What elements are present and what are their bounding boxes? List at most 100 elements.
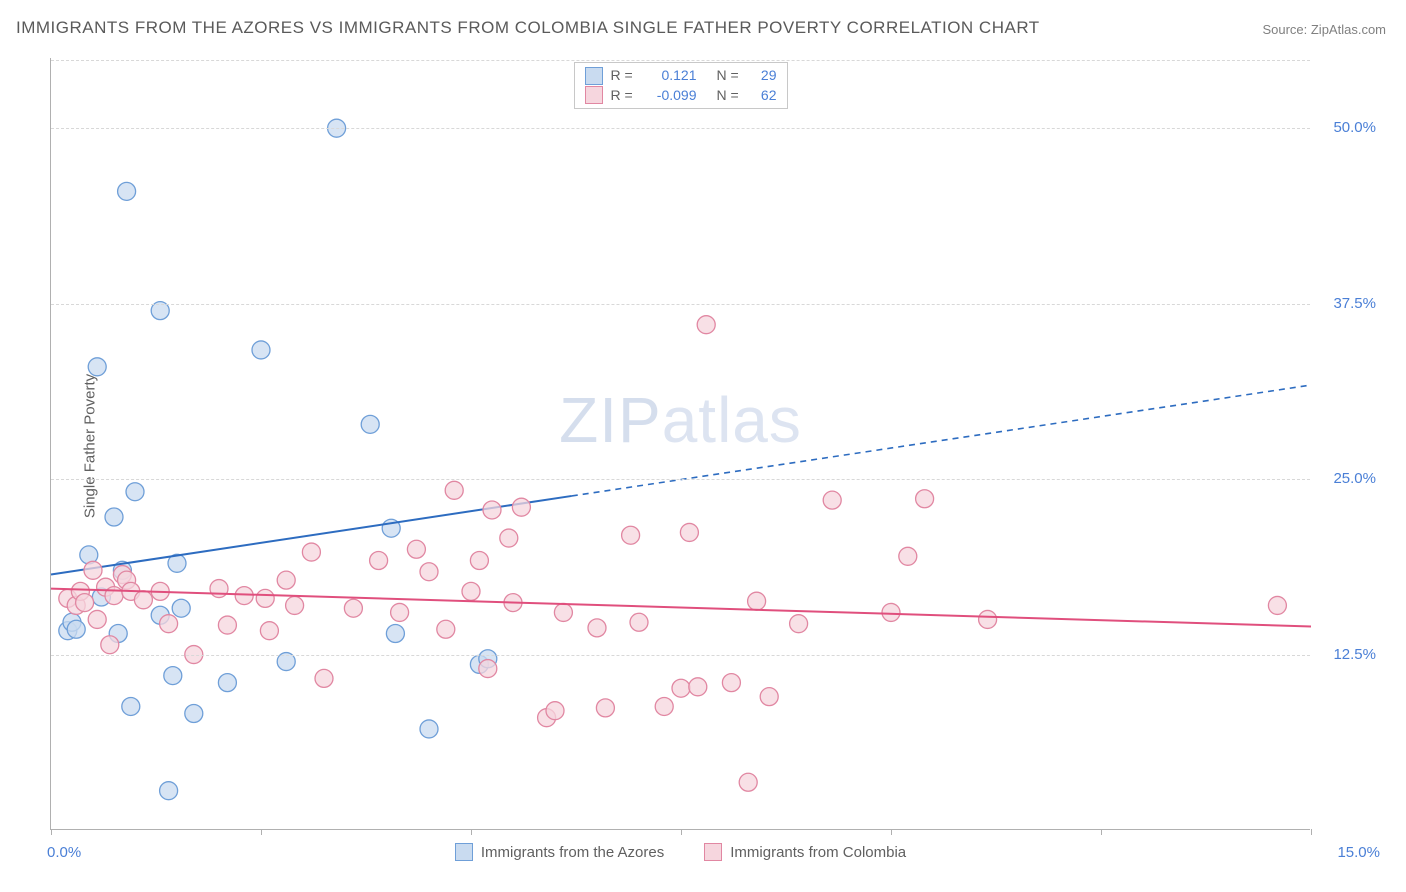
data-point [655, 697, 673, 715]
data-point [76, 594, 94, 612]
legend-swatch [704, 843, 722, 861]
data-point [67, 620, 85, 638]
data-point [160, 782, 178, 800]
data-point [588, 619, 606, 637]
gridline [51, 479, 1310, 480]
data-point [899, 547, 917, 565]
data-point [462, 582, 480, 600]
data-point [84, 561, 102, 579]
gridline [51, 128, 1310, 129]
x-tick-label-min: 0.0% [47, 844, 81, 861]
x-tick [891, 829, 892, 835]
data-point [277, 571, 295, 589]
legend-row: R = 0.121 N = 29 [585, 66, 777, 86]
data-point [134, 591, 152, 609]
legend-swatch [585, 86, 603, 104]
gridline [51, 655, 1310, 656]
trend-line [51, 589, 1311, 627]
data-point [622, 526, 640, 544]
data-point [916, 490, 934, 508]
data-point [697, 316, 715, 334]
legend-series-label: Immigrants from Colombia [730, 844, 906, 861]
legend-n-label: N = [717, 66, 745, 86]
data-point [979, 610, 997, 628]
legend-n-value: 29 [753, 66, 777, 86]
data-point [470, 552, 488, 570]
legend-series-label: Immigrants from the Azores [481, 844, 664, 861]
data-point [407, 540, 425, 558]
data-point [286, 596, 304, 614]
legend-swatch [455, 843, 473, 861]
data-point [596, 699, 614, 717]
plot-area: ZIPatlas R =0.121N =29R =-0.099N =62 Imm… [50, 58, 1310, 830]
data-point [420, 563, 438, 581]
series-legend: Immigrants from the Azores Immigrants fro… [51, 843, 1310, 861]
data-point [370, 552, 388, 570]
legend-n-label: N = [717, 86, 745, 106]
data-point [101, 636, 119, 654]
data-point [164, 667, 182, 685]
x-tick [51, 829, 52, 835]
legend-n-value: 62 [753, 86, 777, 106]
data-point [479, 660, 497, 678]
data-point [760, 688, 778, 706]
legend-row: R = -0.099 N = 62 [585, 86, 777, 106]
data-point [748, 592, 766, 610]
data-point [218, 616, 236, 634]
x-tick [261, 829, 262, 835]
y-tick-label: 50.0% [1333, 119, 1376, 136]
y-tick-label: 12.5% [1333, 646, 1376, 663]
data-point [126, 483, 144, 501]
data-point [689, 678, 707, 696]
data-point [483, 501, 501, 519]
x-tick [681, 829, 682, 835]
data-point [260, 622, 278, 640]
data-point [172, 599, 190, 617]
chart-title: IMMIGRANTS FROM THE AZORES VS IMMIGRANTS… [16, 18, 1040, 38]
scatter-svg [51, 58, 1310, 829]
legend-r-value: -0.099 [647, 86, 697, 106]
legend-r-value: 0.121 [647, 66, 697, 86]
data-point [88, 358, 106, 376]
data-point [118, 182, 136, 200]
data-point [218, 674, 236, 692]
data-point [882, 603, 900, 621]
x-tick [1311, 829, 1312, 835]
gridline [51, 304, 1310, 305]
data-point [256, 589, 274, 607]
data-point [235, 587, 253, 605]
data-point [1268, 596, 1286, 614]
data-point [210, 580, 228, 598]
data-point [420, 720, 438, 738]
data-point [823, 491, 841, 509]
data-point [391, 603, 409, 621]
legend-r-label: R = [611, 86, 639, 106]
data-point [554, 603, 572, 621]
data-point [546, 702, 564, 720]
correlation-legend: R = 0.121 N = 29 R = -0.099 N = 62 [574, 62, 788, 109]
gridline [51, 60, 1310, 61]
data-point [344, 599, 362, 617]
legend-r-label: R = [611, 66, 639, 86]
data-point [680, 523, 698, 541]
x-tick [1101, 829, 1102, 835]
data-point [739, 773, 757, 791]
data-point [386, 624, 404, 642]
y-tick-label: 37.5% [1333, 295, 1376, 312]
data-point [315, 669, 333, 687]
data-point [445, 481, 463, 499]
legend-swatch [585, 67, 603, 85]
data-point [302, 543, 320, 561]
data-point [512, 498, 530, 516]
data-point [790, 615, 808, 633]
data-point [252, 341, 270, 359]
data-point [122, 697, 140, 715]
data-point [185, 704, 203, 722]
legend-item: Immigrants from Colombia [704, 843, 906, 861]
data-point [105, 508, 123, 526]
x-tick-label-max: 15.0% [1337, 844, 1380, 861]
source-attribution: Source: ZipAtlas.com [1262, 22, 1386, 37]
data-point [160, 615, 178, 633]
data-point [361, 415, 379, 433]
data-point [722, 674, 740, 692]
